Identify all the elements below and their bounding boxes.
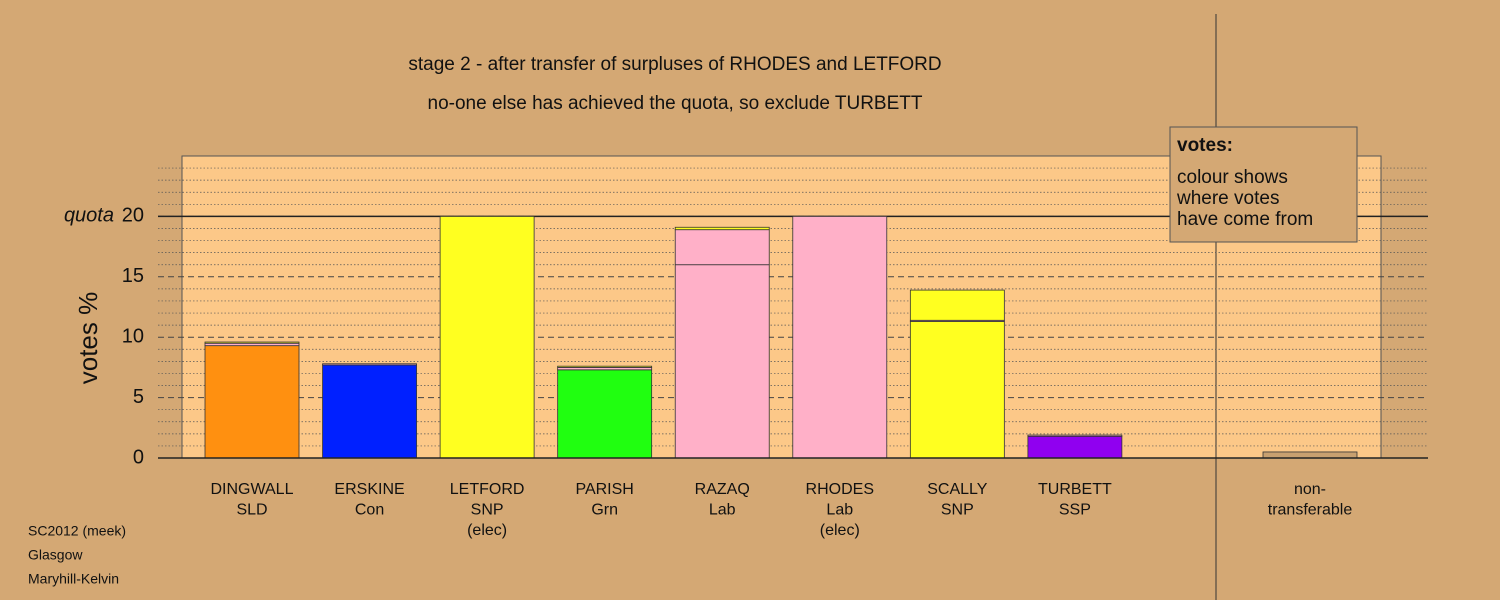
bar-segment <box>1027 434 1123 437</box>
x-tick-label: RAZAQ <box>695 481 750 498</box>
x-tick-label: ERSKINE <box>334 481 404 498</box>
bar-segment <box>674 264 770 459</box>
legend-text: where votes <box>1176 188 1279 209</box>
footer-text: Glasgow <box>28 547 83 563</box>
y-tick-label: 10 <box>122 325 144 347</box>
legend-box <box>1169 126 1358 243</box>
bar-segment <box>204 341 300 344</box>
y-tick-label: 15 <box>122 265 144 287</box>
x-tick-label: non- <box>1294 481 1326 498</box>
x-tick-label: TURBETT <box>1038 481 1112 498</box>
x-tick-label: SNP <box>471 502 504 519</box>
bar-segment <box>322 363 417 366</box>
y-tick-label: 20 <box>122 205 144 227</box>
footer-text: SC2012 (meek) <box>28 523 126 539</box>
bar-segment <box>1027 435 1123 459</box>
bar-segment <box>557 365 653 368</box>
bar-segment <box>322 364 417 459</box>
bar-segment <box>204 345 300 459</box>
footer-text: Maryhill-Kelvin <box>28 571 119 587</box>
legend-title: votes: <box>1177 135 1233 156</box>
x-tick-label: (elec) <box>467 522 507 539</box>
bar-segment <box>557 369 653 459</box>
x-tick-label: Lab <box>826 502 853 519</box>
bar-segment <box>909 289 1005 321</box>
x-tick-label: SLD <box>236 502 267 519</box>
x-tick-label: transferable <box>1268 502 1353 519</box>
x-tick-label: DINGWALL <box>211 481 294 498</box>
bar-segment <box>674 226 770 231</box>
x-tick-label: RHODES <box>806 481 874 498</box>
bar-segment <box>1262 451 1358 459</box>
x-tick-label: Lab <box>709 502 736 519</box>
x-tick-label: SNP <box>941 502 974 519</box>
x-tick-label: LETFORD <box>450 481 525 498</box>
y-tick-label: 0 <box>133 446 144 468</box>
chart-title: stage 2 - after transfer of surpluses of… <box>408 54 941 75</box>
x-tick-label: SSP <box>1059 502 1091 519</box>
labels: 0 5 10 15 20 quota DINGWALL SLD ERSKINE Con LETFOR… <box>64 205 1352 540</box>
y-tick-label: 5 <box>133 386 144 408</box>
legend-text: colour shows <box>1177 167 1288 188</box>
x-tick-label: SCALLY <box>927 481 988 498</box>
bars <box>204 215 1358 459</box>
x-tick-label: PARISH <box>575 481 633 498</box>
bar-segment <box>439 215 535 459</box>
y-axis-label: votes % <box>73 292 103 385</box>
quota-label: quota <box>64 205 114 227</box>
x-tick-label: Con <box>355 502 384 519</box>
chart-subtitle: no-one else has achieved the quota, so e… <box>428 93 923 114</box>
bar-segment <box>674 229 770 266</box>
bar-segment <box>792 215 888 459</box>
legend-text: have come from <box>1177 209 1313 230</box>
bar-segment <box>909 321 1005 459</box>
x-tick-label: Grn <box>591 502 618 519</box>
x-tick-label: (elec) <box>820 522 860 539</box>
